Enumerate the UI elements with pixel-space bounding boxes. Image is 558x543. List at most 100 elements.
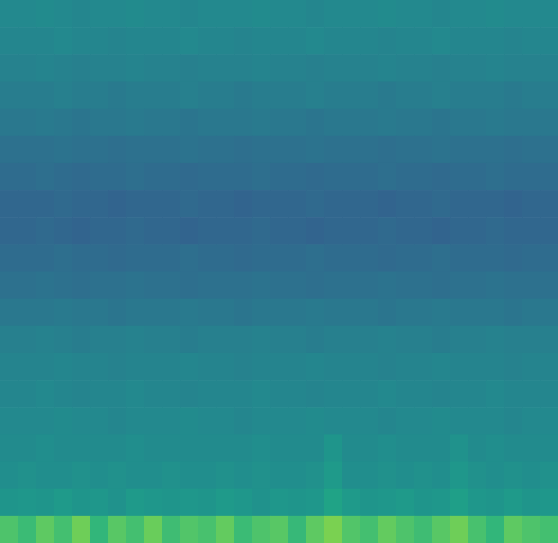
heatmap-cell <box>234 109 253 137</box>
heatmap-cell <box>108 190 127 218</box>
heatmap-cell <box>144 516 163 543</box>
heatmap-cell <box>270 217 289 245</box>
heatmap-cell <box>0 326 19 354</box>
heatmap-cell <box>504 299 523 327</box>
heatmap-cell <box>234 190 253 218</box>
heatmap-cell <box>378 462 397 490</box>
heatmap-cell <box>306 516 325 543</box>
heatmap-cell <box>18 0 37 28</box>
heatmap-cell <box>72 380 91 408</box>
heatmap-cell <box>270 272 289 300</box>
heatmap-cell <box>198 0 217 28</box>
heatmap-cell <box>288 136 307 164</box>
heatmap-cell <box>522 462 541 490</box>
heatmap-cell <box>234 272 253 300</box>
heatmap-cell <box>288 299 307 327</box>
chart-container <box>0 0 558 543</box>
heatmap-cell <box>306 217 325 245</box>
heatmap-cell <box>324 81 343 109</box>
heatmap-cell <box>486 0 505 28</box>
heatmap-cell <box>144 163 163 191</box>
heatmap-cell <box>162 54 181 82</box>
heatmap-cell <box>270 136 289 164</box>
heatmap-cell <box>54 81 73 109</box>
heatmap-cell <box>216 407 235 435</box>
heatmap-cell <box>252 380 271 408</box>
heatmap-cell <box>486 244 505 272</box>
heatmap-cell <box>342 244 361 272</box>
heatmap-cell <box>540 109 558 137</box>
heatmap-cell <box>450 244 469 272</box>
heatmap-cell <box>108 81 127 109</box>
heatmap-cell <box>234 163 253 191</box>
heatmap-cell <box>90 0 109 28</box>
heatmap-cell <box>234 136 253 164</box>
heatmap-cell <box>144 434 163 462</box>
heatmap-cell <box>36 462 55 490</box>
heatmap-cell <box>324 190 343 218</box>
heatmap-cell <box>18 516 37 543</box>
heatmap-cell <box>288 217 307 245</box>
heatmap-cell <box>0 0 19 28</box>
heatmap-cell <box>198 163 217 191</box>
heatmap-cell <box>288 516 307 543</box>
heatmap-cell <box>36 217 55 245</box>
heatmap-cell <box>0 516 19 543</box>
heatmap-cell <box>396 353 415 381</box>
heatmap-cell <box>162 190 181 218</box>
heatmap-cell <box>108 489 127 517</box>
heatmap-cell <box>216 434 235 462</box>
heatmap-cell <box>432 136 451 164</box>
heatmap-cell <box>540 54 558 82</box>
heatmap-cell <box>144 272 163 300</box>
heatmap-cell <box>504 109 523 137</box>
heatmap-cell <box>144 326 163 354</box>
heatmap-cell <box>270 81 289 109</box>
heatmap-cell <box>324 163 343 191</box>
heatmap-cell <box>234 407 253 435</box>
heatmap-cell <box>234 326 253 354</box>
heatmap-cell <box>522 434 541 462</box>
heatmap-cell <box>288 0 307 28</box>
heatmap-cell <box>306 54 325 82</box>
heatmap-cell <box>126 516 145 543</box>
heatmap-cell <box>414 163 433 191</box>
heatmap-cell <box>144 190 163 218</box>
heatmap-cell <box>72 27 91 55</box>
heatmap-cell <box>36 353 55 381</box>
heatmap-cell <box>252 217 271 245</box>
heatmap-cell <box>180 217 199 245</box>
heatmap-cell <box>0 54 19 82</box>
heatmap-cell <box>54 163 73 191</box>
heatmap-cell <box>18 326 37 354</box>
heatmap-cell <box>540 516 558 543</box>
heatmap-cell <box>306 190 325 218</box>
heatmap-cell <box>432 299 451 327</box>
heatmap-cell <box>162 462 181 490</box>
heatmap-cell <box>378 0 397 28</box>
heatmap-cell <box>342 217 361 245</box>
heatmap-cell <box>90 136 109 164</box>
heatmap-cell <box>450 109 469 137</box>
heatmap-cell <box>216 0 235 28</box>
heatmap-cell <box>522 380 541 408</box>
heatmap-cell <box>414 217 433 245</box>
heatmap-cell <box>0 217 19 245</box>
heatmap-cell <box>450 163 469 191</box>
heatmap-cell <box>342 136 361 164</box>
heatmap-cell <box>108 272 127 300</box>
heatmap-cell <box>540 462 558 490</box>
heatmap-cell <box>180 299 199 327</box>
heatmap-cell <box>504 27 523 55</box>
heatmap-cell <box>144 407 163 435</box>
heatmap-cell <box>36 272 55 300</box>
heatmap-cell <box>378 163 397 191</box>
heatmap-cell <box>234 434 253 462</box>
heatmap-cell <box>468 299 487 327</box>
heatmap-cell <box>486 407 505 435</box>
heatmap-cell <box>270 27 289 55</box>
heatmap-cell <box>216 272 235 300</box>
heatmap-cell <box>378 353 397 381</box>
heatmap-cell <box>126 353 145 381</box>
heatmap-cell <box>414 516 433 543</box>
